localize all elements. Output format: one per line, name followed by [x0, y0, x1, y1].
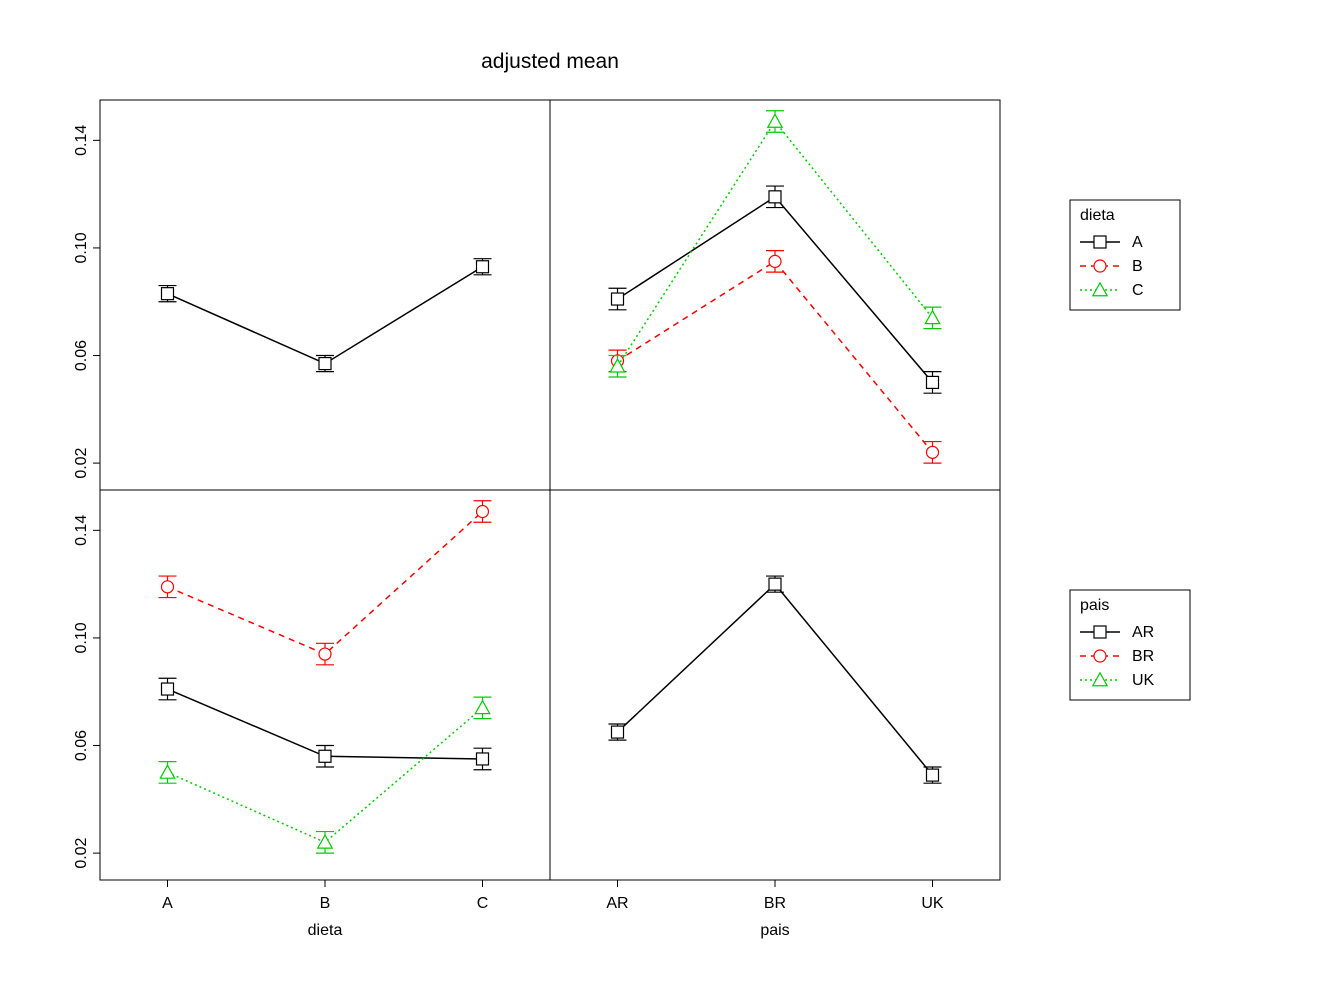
- legend-title: dieta: [1080, 207, 1115, 224]
- marker-square: [477, 261, 489, 273]
- marker-square: [319, 750, 331, 762]
- y-tick-label: 0.14: [73, 125, 90, 156]
- marker-square: [1094, 236, 1106, 248]
- series-line: [618, 122, 933, 367]
- x-tick-label: UK: [921, 895, 944, 912]
- legend-label: B: [1132, 258, 1143, 275]
- panel-top_right: [550, 100, 1000, 490]
- x-tick-label: A: [162, 895, 173, 912]
- legend-title: pais: [1080, 597, 1109, 614]
- y-tick-label: 0.06: [73, 340, 90, 371]
- y-tick-label: 0.02: [73, 837, 90, 868]
- x-tick-label: B: [320, 895, 331, 912]
- panel-top_left: 0.02 0.06 0.10 0.14: [73, 100, 550, 490]
- marker-square: [1094, 626, 1106, 638]
- marker-triangle: [318, 835, 332, 848]
- marker-triangle: [475, 701, 489, 714]
- x-axis-label: pais: [760, 922, 789, 939]
- chart-svg: adjusted mean 0.02 0.06 0.10 0.14 0.02 0.06 0.1…: [0, 0, 1344, 1008]
- legend-label: C: [1132, 282, 1144, 299]
- marker-circle: [319, 648, 331, 660]
- y-tick-label: 0.10: [73, 622, 90, 653]
- marker-triangle: [768, 114, 782, 127]
- y-tick-label: 0.02: [73, 447, 90, 478]
- panel-bottom_left: 0.02 0.06 0.10 0.14 A B Cdieta: [73, 490, 550, 939]
- marker-square: [612, 293, 624, 305]
- panel-bottom_right: AR BR UK pais: [550, 490, 1000, 939]
- marker-circle: [162, 581, 174, 593]
- marker-circle: [1094, 650, 1106, 662]
- chart-canvas: adjusted mean 0.02 0.06 0.10 0.14 0.02 0.06 0.1…: [0, 0, 1344, 1008]
- marker-square: [477, 753, 489, 765]
- chart-title: adjusted mean: [481, 50, 619, 73]
- marker-square: [927, 769, 939, 781]
- y-tick-label: 0.10: [73, 232, 90, 263]
- marker-square: [927, 376, 939, 388]
- marker-circle: [477, 506, 489, 518]
- x-tick-label: C: [477, 895, 489, 912]
- marker-circle: [927, 446, 939, 458]
- series-line: [168, 512, 483, 655]
- marker-circle: [769, 255, 781, 267]
- series-line: [168, 708, 483, 842]
- series-line: [618, 584, 933, 775]
- legend-label: UK: [1132, 672, 1155, 689]
- legend-label: BR: [1132, 648, 1154, 665]
- x-tick-label: BR: [764, 895, 786, 912]
- marker-square: [319, 358, 331, 370]
- marker-square: [162, 683, 174, 695]
- legend-label: A: [1132, 234, 1143, 251]
- marker-square: [769, 191, 781, 203]
- x-axis-label: dieta: [308, 922, 343, 939]
- marker-square: [162, 288, 174, 300]
- marker-square: [612, 726, 624, 738]
- series-line: [618, 261, 933, 452]
- legend-label: AR: [1132, 624, 1154, 641]
- y-tick-label: 0.14: [73, 515, 90, 546]
- marker-triangle: [160, 765, 174, 778]
- legend-pais: pais AR BR UK: [1070, 590, 1190, 700]
- x-tick-label: AR: [606, 895, 628, 912]
- marker-circle: [1094, 260, 1106, 272]
- series-line: [168, 267, 483, 364]
- panel-box: [550, 490, 1000, 880]
- series-line: [618, 197, 933, 383]
- legend-dieta: dieta ABC: [1070, 200, 1180, 310]
- y-tick-label: 0.06: [73, 730, 90, 761]
- marker-square: [769, 578, 781, 590]
